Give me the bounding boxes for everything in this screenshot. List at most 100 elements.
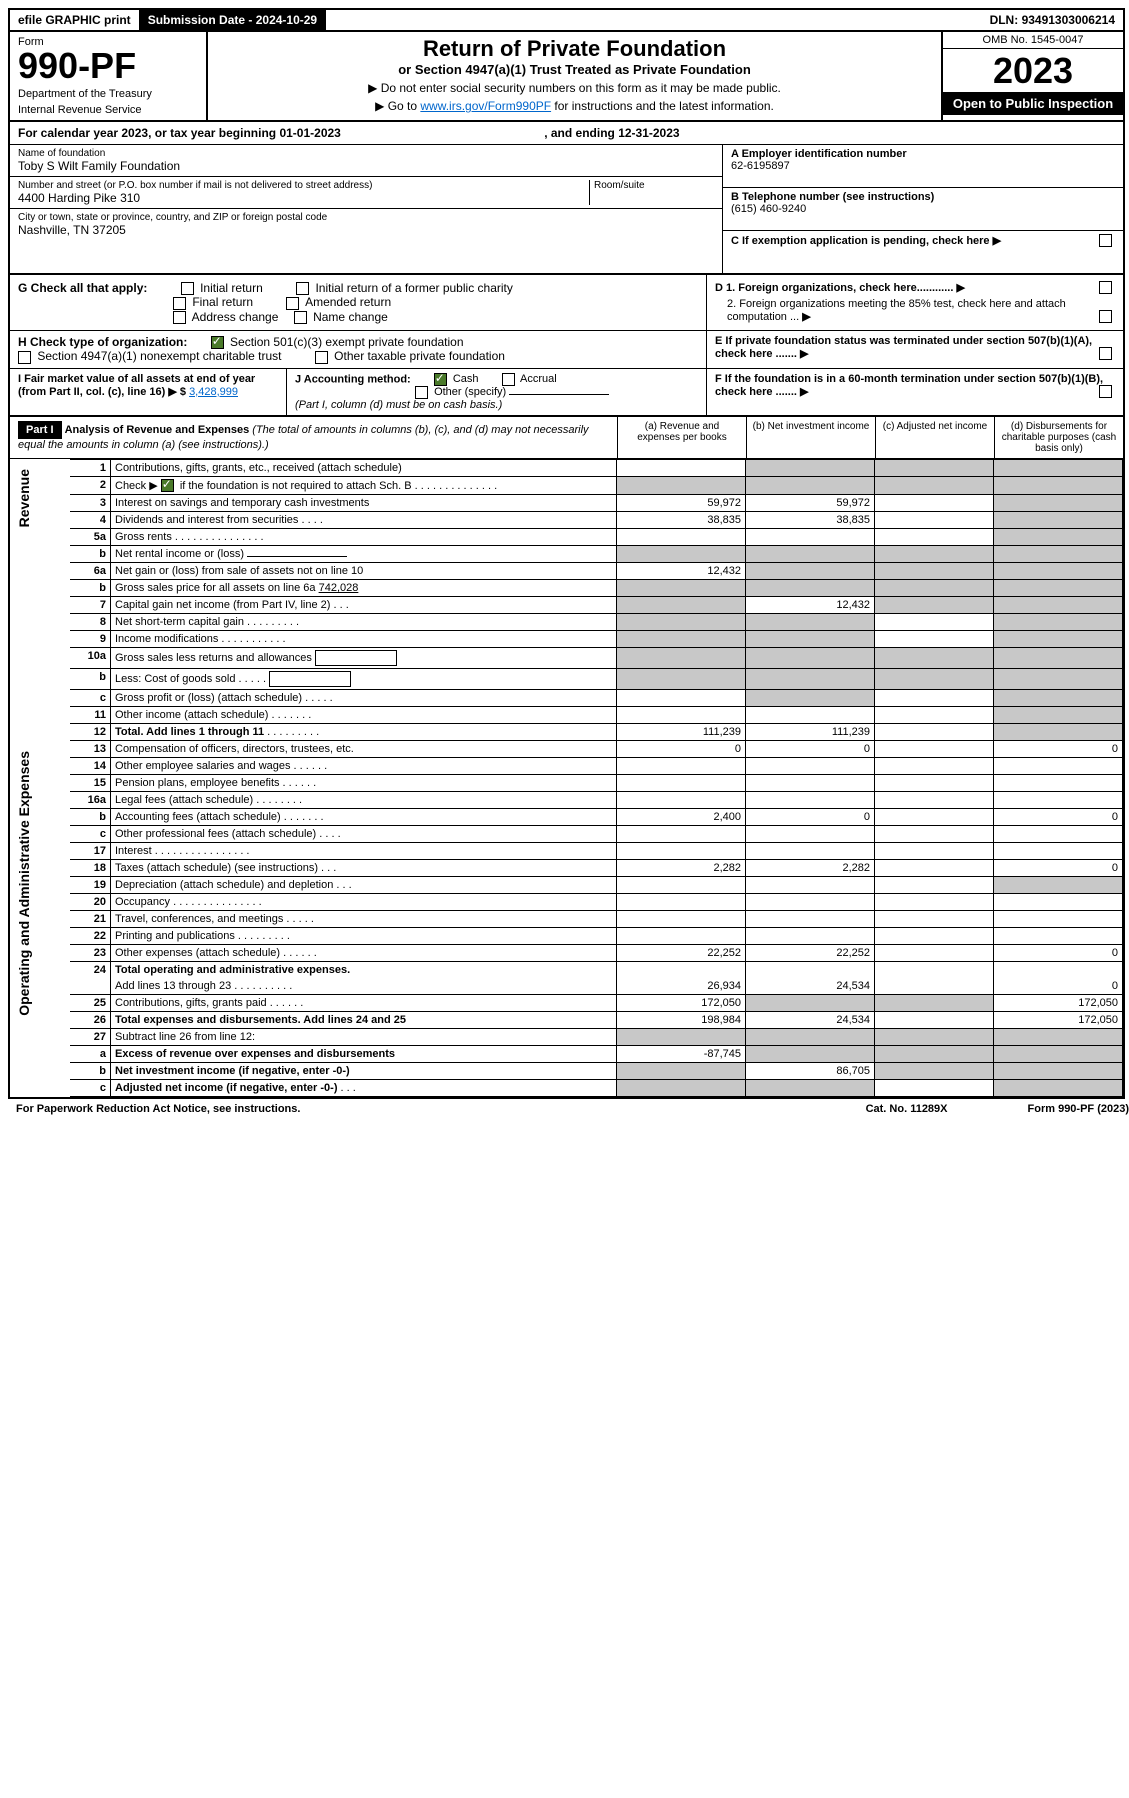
phone-label: B Telephone number (see instructions) (731, 191, 1115, 203)
table-row: 19Depreciation (attach schedule) and dep… (10, 877, 1123, 894)
c-checkbox[interactable] (1099, 234, 1112, 247)
dln-label: DLN: (990, 13, 1022, 27)
line-desc: Net gain or (loss) from sale of assets n… (111, 563, 617, 580)
c-label: C If exemption application is pending, c… (731, 235, 990, 247)
j-accrual-checkbox[interactable] (502, 373, 515, 386)
f-checkbox[interactable] (1099, 385, 1112, 398)
line-desc: Contributions, gifts, grants, etc., rece… (111, 459, 617, 476)
table-row: 24Total operating and administrative exp… (10, 962, 1123, 979)
cell-value: 22,252 (617, 945, 746, 962)
section-ij: I Fair market value of all assets at end… (10, 369, 1123, 417)
section-h: H Check type of organization: Section 50… (10, 330, 1123, 369)
e-checkbox[interactable] (1099, 347, 1112, 360)
cell-value: 26,934 (617, 962, 746, 995)
line-desc: Check ▶ if the foundation is not require… (111, 476, 617, 495)
line-desc: Other professional fees (attach schedule… (111, 826, 617, 843)
line-desc: Printing and publications . . . . . . . … (111, 928, 617, 945)
line-no: 2 (70, 476, 111, 495)
g-initial-checkbox[interactable] (181, 282, 194, 295)
table-row: 8Net short-term capital gain . . . . . .… (10, 614, 1123, 631)
g-left: G Check all that apply: Initial return I… (10, 275, 707, 330)
g-initial-former-checkbox[interactable] (296, 282, 309, 295)
ein-label: A Employer identification number (731, 148, 1115, 160)
line-no: b (70, 546, 111, 563)
cell-value: 12,432 (746, 597, 875, 614)
cell-value: 24,534 (746, 962, 875, 995)
calendar-year-row: For calendar year 2023, or tax year begi… (10, 122, 1123, 145)
table-row: Operating and Administrative Expenses 13… (10, 741, 1123, 758)
table-row: cGross profit or (loss) (attach schedule… (10, 690, 1123, 707)
table-row: 18Taxes (attach schedule) (see instructi… (10, 860, 1123, 877)
col-b-header: (b) Net investment income (746, 417, 875, 458)
line-desc: Dividends and interest from securities .… (111, 512, 617, 529)
table-row: 17Interest . . . . . . . . . . . . . . .… (10, 843, 1123, 860)
line-no: 24 (70, 962, 111, 995)
g-amended-checkbox[interactable] (286, 297, 299, 310)
line-no: b (70, 1063, 111, 1080)
line-desc: Capital gain net income (from Part IV, l… (111, 597, 617, 614)
g-opt-4: Address change (192, 310, 279, 324)
city-cell: City or town, state or province, country… (10, 209, 722, 240)
revenue-side-label: Revenue (10, 459, 70, 741)
table-row: cOther professional fees (attach schedul… (10, 826, 1123, 843)
arrow-icon: ▶ (956, 282, 964, 294)
d2-checkbox[interactable] (1099, 310, 1112, 323)
phone-value: (615) 460-9240 (731, 203, 1115, 215)
line-desc: Occupancy . . . . . . . . . . . . . . . (111, 894, 617, 911)
cell-value: 0 (994, 945, 1123, 962)
submission-date: Submission Date - 2024-10-29 (140, 10, 326, 30)
cell-value: 111,239 (746, 724, 875, 741)
h-other-checkbox[interactable] (315, 351, 328, 364)
j-cash-checkbox[interactable] (434, 373, 447, 386)
line-desc: Total operating and administrative expen… (111, 962, 617, 979)
line-desc: Other income (attach schedule) . . . . .… (111, 707, 617, 724)
h1-text: Section 501(c)(3) exempt private foundat… (230, 335, 463, 349)
h-501c3-checkbox[interactable] (211, 336, 224, 349)
h-4947-checkbox[interactable] (18, 351, 31, 364)
line-desc: Accounting fees (attach schedule) . . . … (111, 809, 617, 826)
g-name-checkbox[interactable] (294, 311, 307, 324)
arrow-icon: ▶ (800, 348, 808, 360)
cell-value: 2,282 (617, 860, 746, 877)
line-desc: Legal fees (attach schedule) . . . . . .… (111, 792, 617, 809)
form-title: Return of Private Foundation (216, 36, 933, 62)
section-i: I Fair market value of all assets at end… (10, 369, 287, 415)
address-cell: Number and street (or P.O. box number if… (10, 177, 722, 209)
cell-value: 172,050 (617, 995, 746, 1012)
footer-left: For Paperwork Reduction Act Notice, see … (16, 1103, 300, 1115)
g-final-checkbox[interactable] (173, 297, 186, 310)
cal-mid: , and ending (544, 126, 618, 140)
cell-value: 22,252 (746, 945, 875, 962)
footer: For Paperwork Reduction Act Notice, see … (8, 1099, 1129, 1119)
line-no: c (70, 690, 111, 707)
j-other-line (509, 394, 609, 395)
d1-checkbox[interactable] (1099, 281, 1112, 294)
g-address-checkbox[interactable] (173, 311, 186, 324)
h-label: H Check type of organization: (18, 335, 187, 349)
table-row: 14Other employee salaries and wages . . … (10, 758, 1123, 775)
col-d-header: (d) Disbursements for charitable purpose… (994, 417, 1123, 458)
arrow-icon: ▶ (993, 235, 1001, 247)
line-no: 5a (70, 529, 111, 546)
irs-link[interactable]: www.irs.gov/Form990PF (420, 99, 551, 113)
line-no: 9 (70, 631, 111, 648)
cell-value: 24,534 (746, 1012, 875, 1029)
line-no: a (70, 1046, 111, 1063)
efile-button[interactable]: efile GRAPHIC print (10, 10, 140, 30)
line-no: 20 (70, 894, 111, 911)
j-other: Other (specify) (434, 386, 506, 398)
line-no: b (70, 580, 111, 597)
table-row: 27Subtract line 26 from line 12: (10, 1029, 1123, 1046)
table-row: bAccounting fees (attach schedule) . . .… (10, 809, 1123, 826)
e-section: E If private foundation status was termi… (706, 331, 1123, 368)
line-desc: Contributions, gifts, grants paid . . . … (111, 995, 617, 1012)
table-row: bNet rental income or (loss) (10, 546, 1123, 563)
j-other-checkbox[interactable] (415, 386, 428, 399)
fmv-value[interactable]: 3,428,999 (189, 386, 238, 398)
line-no: 8 (70, 614, 111, 631)
cell-value: 59,972 (746, 495, 875, 512)
cell-value: 172,050 (994, 995, 1123, 1012)
schb-checkbox[interactable] (161, 479, 174, 492)
form-container: efile GRAPHIC print Submission Date - 20… (8, 8, 1125, 1099)
e-label: E If private foundation status was termi… (715, 335, 1092, 360)
